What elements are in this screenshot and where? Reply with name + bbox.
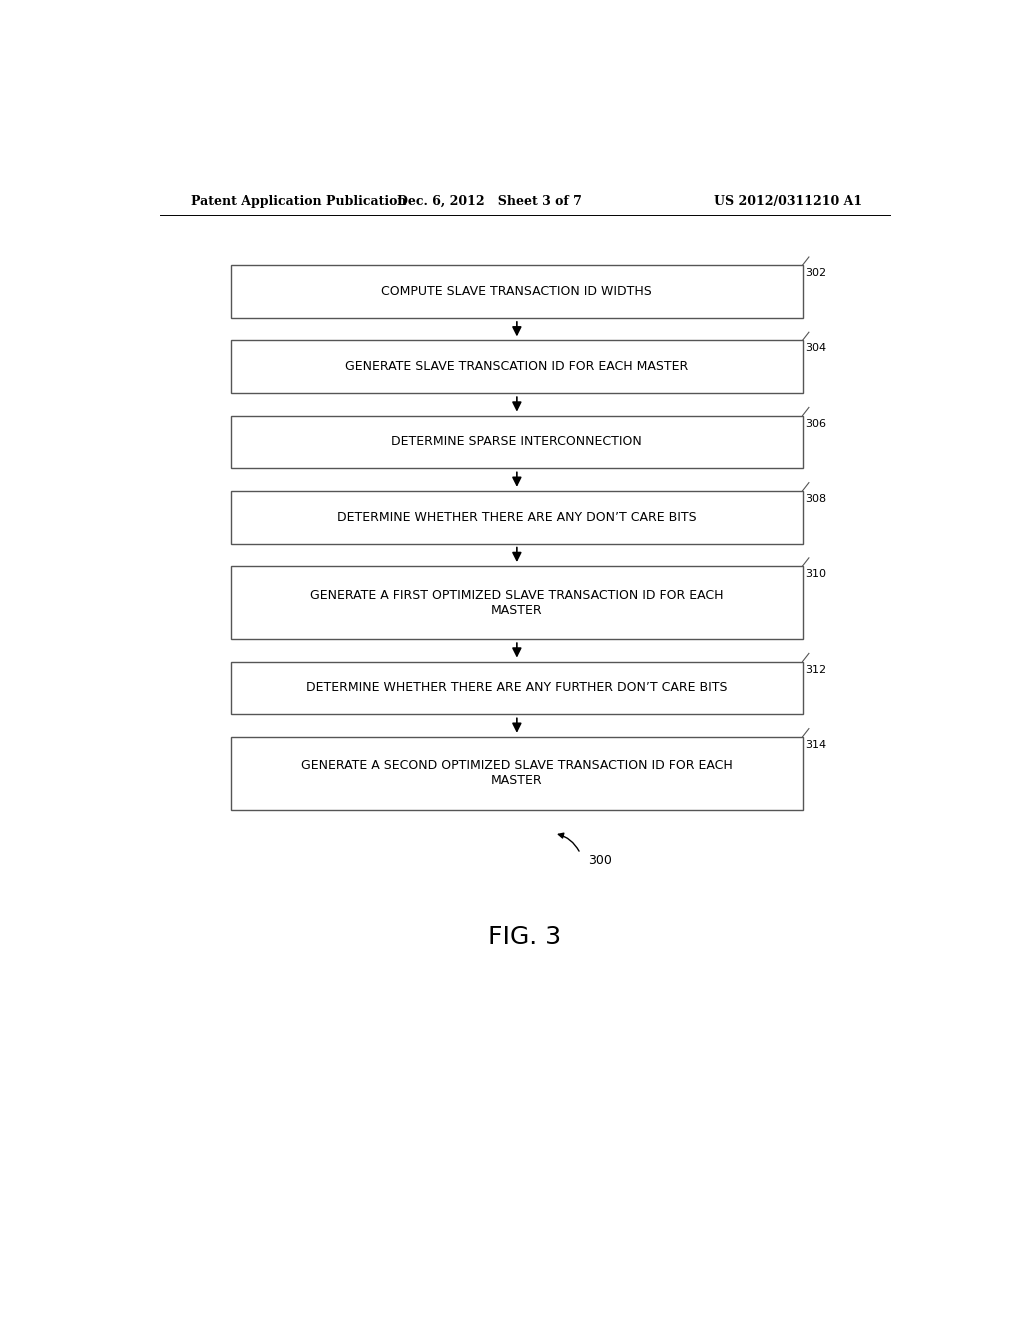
Text: US 2012/0311210 A1: US 2012/0311210 A1 xyxy=(714,194,862,207)
Text: DETERMINE WHETHER THERE ARE ANY FURTHER DON’T CARE BITS: DETERMINE WHETHER THERE ARE ANY FURTHER … xyxy=(306,681,728,694)
Text: DETERMINE WHETHER THERE ARE ANY DON’T CARE BITS: DETERMINE WHETHER THERE ARE ANY DON’T CA… xyxy=(337,511,696,524)
Text: 306: 306 xyxy=(805,418,826,429)
Text: GENERATE SLAVE TRANSCATION ID FOR EACH MASTER: GENERATE SLAVE TRANSCATION ID FOR EACH M… xyxy=(345,360,688,374)
Text: GENERATE A SECOND OPTIMIZED SLAVE TRANSACTION ID FOR EACH
MASTER: GENERATE A SECOND OPTIMIZED SLAVE TRANSA… xyxy=(301,759,733,787)
FancyBboxPatch shape xyxy=(231,737,803,810)
FancyArrowPatch shape xyxy=(558,833,580,851)
Text: 308: 308 xyxy=(805,494,826,504)
Text: COMPUTE SLAVE TRANSACTION ID WIDTHS: COMPUTE SLAVE TRANSACTION ID WIDTHS xyxy=(382,285,652,298)
FancyBboxPatch shape xyxy=(231,566,803,639)
Text: 300: 300 xyxy=(588,854,612,867)
Text: GENERATE A FIRST OPTIMIZED SLAVE TRANSACTION ID FOR EACH
MASTER: GENERATE A FIRST OPTIMIZED SLAVE TRANSAC… xyxy=(310,589,724,616)
FancyBboxPatch shape xyxy=(231,341,803,393)
FancyBboxPatch shape xyxy=(231,416,803,469)
Text: 310: 310 xyxy=(805,569,826,579)
Text: 304: 304 xyxy=(805,343,826,354)
Text: Dec. 6, 2012   Sheet 3 of 7: Dec. 6, 2012 Sheet 3 of 7 xyxy=(396,194,582,207)
Text: 302: 302 xyxy=(805,268,826,279)
Text: Patent Application Publication: Patent Application Publication xyxy=(191,194,407,207)
FancyBboxPatch shape xyxy=(231,661,803,714)
Text: 314: 314 xyxy=(805,739,826,750)
Text: FIG. 3: FIG. 3 xyxy=(488,925,561,949)
Text: 312: 312 xyxy=(805,664,826,675)
FancyBboxPatch shape xyxy=(231,491,803,544)
Text: DETERMINE SPARSE INTERCONNECTION: DETERMINE SPARSE INTERCONNECTION xyxy=(391,436,642,449)
FancyBboxPatch shape xyxy=(231,265,803,318)
